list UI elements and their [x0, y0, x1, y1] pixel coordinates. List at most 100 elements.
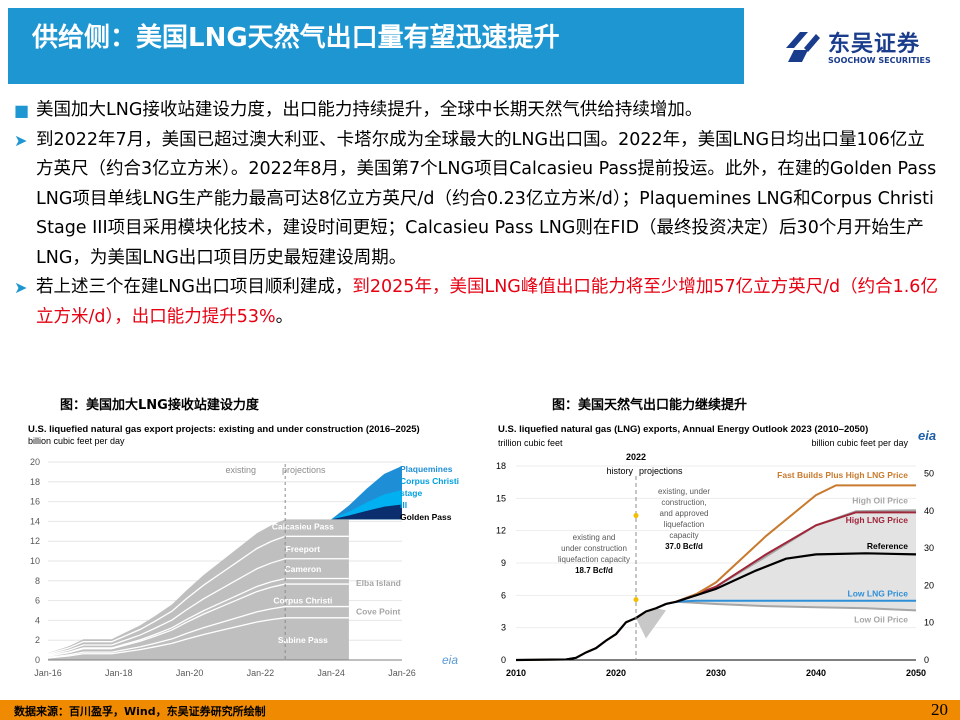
- stack-label: Cove Point: [356, 606, 401, 616]
- right-figure-title: 图：美国天然气出口能力继续提升: [552, 398, 748, 413]
- y-tick-label: 16: [30, 497, 40, 507]
- y-tick-label: 6: [35, 596, 40, 606]
- series-line: [515, 552, 917, 662]
- existing-capacity-note: 18.7 Bcf/d: [575, 566, 613, 575]
- year-annotation: 2022: [626, 452, 646, 462]
- series-label: Low Oil Price: [854, 614, 908, 624]
- stack-label: Corpus Christi: [273, 596, 332, 606]
- stack-boundary: [47, 605, 349, 659]
- approved-capacity-note: liquefaction: [664, 520, 704, 529]
- approved-capacity-note: and approved: [660, 509, 709, 518]
- approved-capacity-note: existing, under: [658, 487, 710, 496]
- y-tick-label-left: 3: [501, 623, 506, 633]
- existing-annotation: existing: [225, 465, 256, 475]
- bullet-item: ➤ 到2022年7月，美国已超过澳大利亚、卡塔尔成为全球最大的LNG出口国。20…: [10, 126, 940, 274]
- series-line: [675, 511, 916, 603]
- x-tick-label: 2020: [606, 668, 626, 678]
- x-tick-label: Jan-16: [34, 668, 62, 678]
- bullet-item: ■ 美国加大LNG接收站建设力度，出口能力持续提升，全球中长期天然气供给持续增加…: [10, 96, 940, 126]
- stack-label: Plaquemines: [400, 464, 453, 474]
- y-tick-label: 20: [30, 457, 40, 467]
- page-number: 20: [931, 700, 948, 719]
- stack-label: stage: [400, 488, 422, 498]
- approved-capacity-note: 37.0 Bcf/d: [665, 542, 703, 551]
- stack-boundary: [47, 583, 349, 657]
- bullet-item: ➤ 若上述三个在建LNG出口项目顺利建成，到2025年，美国LNG峰值出口能力将…: [10, 273, 940, 332]
- left-figure-title: 图：美国加大LNG接收站建设力度: [60, 398, 259, 413]
- y-tick-label-right: 40: [924, 506, 934, 516]
- left-axis-unit: trillion cubic feet: [498, 438, 563, 448]
- y-tick-label: 2: [35, 635, 40, 645]
- stack-label: Elba Island: [356, 578, 401, 588]
- y-tick-label-left: 0: [501, 655, 506, 665]
- bullet-text-end: 。: [275, 306, 294, 327]
- arrow-bullet-icon: ➤: [14, 130, 28, 150]
- eia-logo-icon: eia: [442, 653, 458, 667]
- y-tick-label: 18: [30, 477, 40, 487]
- company-logo: 东吴证券 SOOCHOW SECURITIES: [780, 26, 950, 70]
- approved-capacity-note: capacity: [669, 531, 698, 540]
- capacity-marker: [633, 597, 639, 603]
- square-bullet-icon: ■: [14, 101, 30, 120]
- bullet-text: 若上述三个在建LNG出口项目顺利建成，: [36, 277, 353, 297]
- y-tick-label: 12: [30, 536, 40, 546]
- stack-label: Freeport: [286, 544, 321, 554]
- y-tick-label-right: 0: [924, 655, 929, 665]
- stack-label: Sabine Pass: [278, 635, 328, 645]
- low-case-dip: [636, 608, 666, 639]
- y-tick-label-right: 50: [924, 468, 934, 478]
- y-tick-label-right: 10: [924, 618, 934, 628]
- chart-title: U.S. liquefied natural gas export projec…: [28, 424, 420, 435]
- x-tick-label: Jan-22: [247, 668, 275, 678]
- eia-logo-icon: eia: [918, 428, 936, 443]
- series-line: [675, 600, 917, 612]
- chart-subtitle: billion cubic feet per day: [28, 436, 125, 446]
- golden-pass-area: [331, 504, 402, 520]
- series-label: High LNG Price: [846, 515, 909, 525]
- x-tick-label: 2030: [706, 668, 726, 678]
- stack-label: Corpus Christi: [400, 476, 459, 486]
- logo-english-name: SOOCHOW SECURITIES: [828, 56, 931, 65]
- stack-boundary: [47, 577, 349, 657]
- logo-chinese-name: 东吴证券: [828, 32, 921, 57]
- existing-capacity-note: liquefaction capacity: [558, 555, 630, 564]
- approved-capacity-note: construction,: [661, 498, 706, 507]
- range-band: [676, 510, 916, 611]
- y-tick-label-left: 6: [501, 590, 506, 600]
- stack-boundary: [47, 617, 349, 659]
- x-tick-label: Jan-20: [176, 668, 204, 678]
- bullet-list: ■ 美国加大LNG接收站建设力度，出口能力持续提升，全球中长期天然气供给持续增加…: [10, 96, 940, 332]
- projections-annotation: projections: [282, 465, 326, 475]
- bullet-text: 到2022年7月，美国已超过澳大利亚、卡塔尔成为全球最大的LNG出口国。2022…: [36, 129, 937, 268]
- y-tick-label: 0: [35, 655, 40, 665]
- capacity-marker: [633, 513, 639, 519]
- y-tick-label-left: 9: [501, 558, 506, 568]
- x-tick-label: Jan-26: [388, 668, 416, 678]
- series-label: Fast Builds Plus High LNG Price: [777, 470, 908, 480]
- logo-mark-icon: [786, 32, 820, 62]
- stack-boundary: [47, 535, 349, 655]
- bullet-text: 美国加大LNG接收站建设力度，出口能力持续提升，全球中长期天然气供给持续增加。: [36, 100, 703, 120]
- x-tick-label: 2010: [506, 668, 526, 678]
- y-tick-label-left: 15: [496, 493, 506, 503]
- arrow-bullet-icon: ➤: [14, 278, 28, 297]
- y-tick-label: 14: [30, 516, 40, 526]
- right-axis-unit: billion cubic feet per day: [811, 438, 908, 448]
- y-tick-label: 4: [35, 615, 40, 625]
- y-tick-label-left: 18: [496, 461, 506, 471]
- page-title: 供给侧：美国LNG天然气出口量有望迅速提升: [32, 23, 560, 53]
- series-label: High Oil Price: [852, 496, 908, 506]
- y-tick-label: 8: [35, 576, 40, 586]
- stack-label: Golden Pass: [400, 512, 452, 522]
- x-tick-label: 2040: [806, 668, 826, 678]
- stack-label: III: [400, 500, 407, 510]
- y-tick-label: 10: [30, 556, 40, 566]
- chart-title: U.S. liquefied natural gas (LNG) exports…: [498, 424, 868, 435]
- x-tick-label: Jan-24: [317, 668, 345, 678]
- y-tick-label-right: 30: [924, 543, 934, 553]
- stack-label: Calcasieu Pass: [272, 521, 334, 531]
- footer-bar: 数据来源：百川盈孚，Wind，东吴证券研究所绘制 20: [0, 700, 960, 720]
- series-label: Low LNG Price: [848, 588, 909, 598]
- lng-exports-line-chart: U.S. liquefied natural gas (LNG) exports…: [496, 424, 936, 678]
- series-label: Reference: [867, 541, 908, 551]
